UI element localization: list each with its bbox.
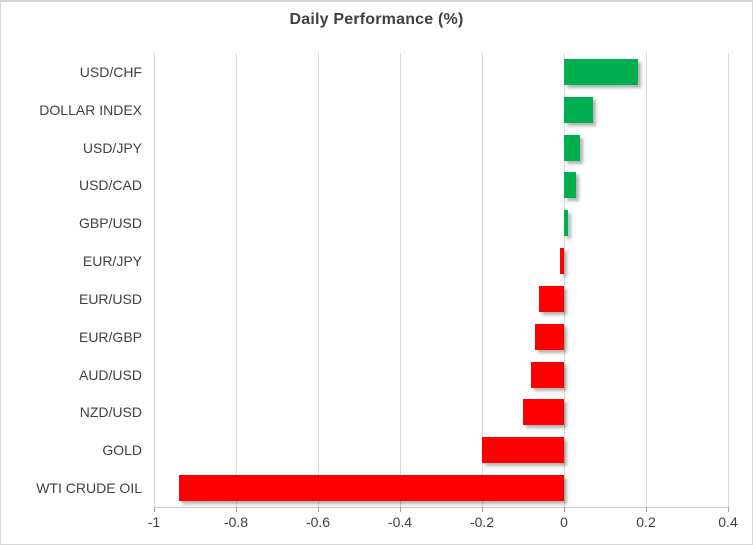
category-label: AUD/USD bbox=[78, 366, 142, 383]
category-label: DOLLAR INDEX bbox=[39, 101, 142, 118]
x-axis-tick-mark bbox=[564, 507, 565, 512]
bar-aud-usd bbox=[531, 361, 564, 388]
gridline bbox=[646, 53, 647, 507]
bar-usd-chf bbox=[564, 58, 638, 85]
x-tick-label: 0.4 bbox=[718, 514, 738, 530]
x-axis-tick-mark bbox=[318, 507, 319, 512]
gridline bbox=[236, 53, 237, 507]
plot-area bbox=[154, 53, 729, 507]
bar-nzd-usd bbox=[523, 399, 564, 426]
gridline bbox=[400, 53, 401, 507]
category-label: GOLD bbox=[102, 442, 142, 459]
bar-eur-usd bbox=[539, 285, 564, 312]
category-label: NZD/USD bbox=[79, 404, 142, 421]
x-axis-tick-mark bbox=[728, 507, 729, 512]
gridline bbox=[318, 53, 319, 507]
x-axis-tick-mark bbox=[400, 507, 401, 512]
x-tick-label: 0 bbox=[560, 514, 568, 530]
category-label: WTI CRUDE OIL bbox=[36, 480, 142, 497]
gridline bbox=[154, 53, 155, 507]
x-tick-label: -1 bbox=[147, 514, 161, 530]
x-axis-tick-mark bbox=[154, 507, 155, 512]
chart-title: Daily Performance (%) bbox=[289, 11, 464, 28]
bar-dollar-index bbox=[564, 96, 593, 123]
x-axis-tick-mark bbox=[236, 507, 237, 512]
x-tick-label: -0.2 bbox=[469, 514, 495, 530]
x-tick-label: 0.2 bbox=[636, 514, 656, 530]
category-label: USD/CAD bbox=[78, 177, 142, 194]
x-tick-label: -0.4 bbox=[387, 514, 413, 530]
category-label: GBP/USD bbox=[78, 215, 142, 232]
bar-usd-jpy bbox=[564, 134, 581, 161]
x-tick-label: -0.6 bbox=[305, 514, 331, 530]
bar-gold bbox=[482, 437, 564, 464]
bar-wti-crude-oil bbox=[178, 475, 564, 502]
category-label: EUR/JPY bbox=[82, 253, 142, 270]
category-label: USD/CHF bbox=[79, 63, 142, 80]
category-label: EUR/GBP bbox=[78, 328, 142, 345]
category-label: USD/JPY bbox=[82, 139, 142, 156]
gridline bbox=[564, 53, 565, 507]
category-label: EUR/USD bbox=[78, 290, 142, 307]
x-axis-line bbox=[154, 507, 729, 508]
x-axis-tick-mark bbox=[482, 507, 483, 512]
bar-usd-cad bbox=[564, 172, 577, 199]
bar-eur-jpy bbox=[559, 248, 564, 275]
gridline bbox=[482, 53, 483, 507]
x-tick-label: -0.8 bbox=[223, 514, 249, 530]
gridline bbox=[728, 53, 729, 507]
bar-eur-gbp bbox=[535, 323, 564, 350]
x-axis-tick-mark bbox=[646, 507, 647, 512]
bar-gbp-usd bbox=[564, 210, 569, 237]
